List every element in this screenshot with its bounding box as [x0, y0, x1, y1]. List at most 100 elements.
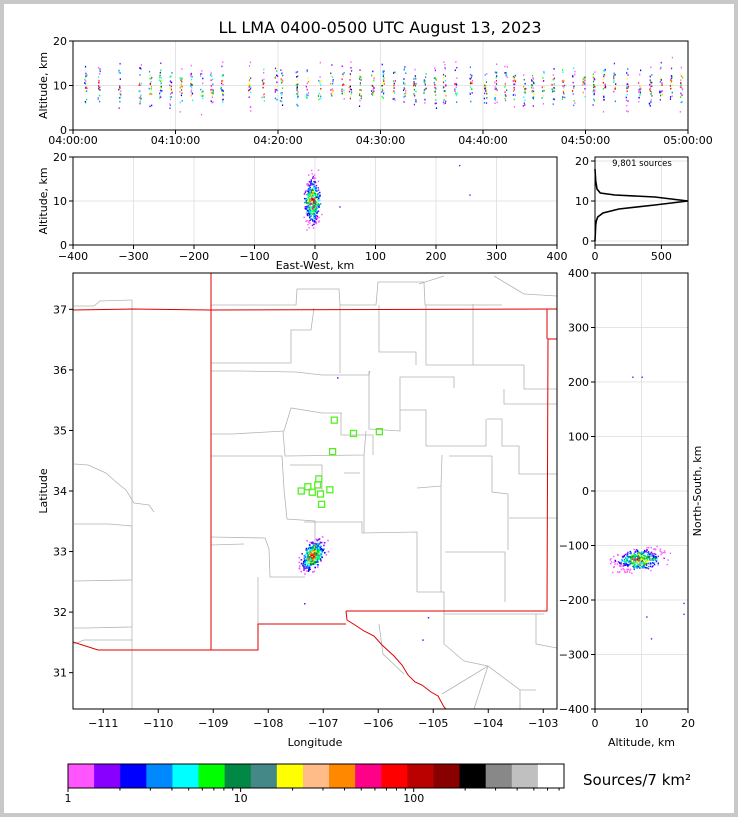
source-point — [297, 105, 299, 107]
source-point — [649, 562, 652, 564]
source-point — [312, 194, 315, 196]
source-point — [644, 555, 646, 558]
source-point — [552, 89, 554, 92]
source-point — [643, 567, 645, 569]
source-point — [650, 84, 652, 87]
source-point — [381, 88, 383, 91]
source-point — [444, 67, 447, 70]
colorbar-swatch — [381, 764, 408, 788]
source-point — [671, 84, 673, 86]
source-point — [348, 86, 350, 89]
source-point — [210, 100, 212, 103]
source-point — [310, 546, 313, 548]
source-point — [307, 567, 310, 570]
source-point — [413, 83, 416, 85]
source-point — [99, 100, 101, 103]
source-point — [660, 61, 662, 64]
source-point — [305, 212, 308, 214]
source-point — [634, 555, 636, 557]
source-point — [514, 94, 516, 97]
source-point — [160, 91, 162, 93]
source-point — [159, 97, 161, 99]
x-tick-label: −300 — [118, 250, 148, 263]
source-point — [494, 98, 496, 100]
source-point — [654, 559, 657, 561]
source-point — [306, 210, 309, 212]
source-point — [682, 76, 684, 79]
source-point — [313, 547, 315, 550]
source-point — [314, 200, 316, 202]
source-point — [524, 90, 526, 93]
source-point — [524, 82, 526, 85]
time-height-panel: 04:00:00 04:10:00 04:20:00 04:30:00 04:40:00… — [37, 35, 713, 147]
source-point — [562, 81, 564, 84]
source-point — [651, 559, 653, 562]
source-point — [169, 76, 171, 78]
source-point — [653, 548, 655, 550]
source-point — [309, 188, 311, 191]
source-point — [98, 85, 100, 88]
source-point — [308, 207, 310, 209]
source-point — [626, 83, 628, 86]
source-point — [643, 558, 645, 560]
source-point — [248, 96, 250, 99]
lma-station — [308, 488, 316, 496]
source-point — [190, 89, 193, 92]
source-point — [629, 569, 631, 571]
source-point — [619, 571, 621, 573]
source-point — [523, 91, 525, 94]
source-point — [349, 97, 351, 100]
source-point — [626, 554, 628, 557]
source-point — [640, 560, 643, 563]
source-point — [469, 82, 472, 85]
source-point — [149, 105, 151, 108]
source-point — [650, 66, 652, 69]
source-point — [640, 555, 642, 557]
source-point — [281, 79, 284, 82]
source-point — [312, 559, 315, 562]
source-point — [308, 207, 311, 210]
source-point — [638, 100, 640, 103]
source-point — [303, 567, 305, 570]
source-point — [655, 557, 657, 559]
source-point — [494, 81, 496, 84]
source-point — [311, 173, 313, 175]
source-point — [626, 557, 628, 559]
source-point — [319, 195, 321, 197]
source-point — [349, 93, 352, 95]
source-point — [307, 554, 309, 557]
colorbar-swatch — [172, 764, 200, 788]
source-point — [612, 555, 615, 558]
source-point — [455, 94, 458, 97]
source-point — [296, 71, 299, 73]
source-point — [639, 91, 641, 94]
source-point — [320, 95, 322, 98]
source-point — [653, 562, 655, 564]
source-point — [652, 557, 654, 559]
source-point — [382, 92, 385, 95]
source-point — [316, 559, 319, 561]
source-point — [310, 209, 313, 211]
source-point — [404, 83, 407, 86]
source-point — [332, 79, 334, 81]
source-point — [319, 194, 321, 196]
source-point — [381, 63, 383, 66]
source-point — [358, 94, 361, 97]
source-point — [373, 90, 375, 93]
source-point — [543, 72, 545, 74]
source-point — [332, 89, 334, 92]
source-point — [632, 376, 634, 378]
y-tick-label: 10 — [53, 80, 67, 93]
source-point — [371, 74, 373, 77]
source-point — [119, 78, 121, 80]
source-point — [350, 66, 352, 69]
source-point — [455, 61, 457, 63]
source-point — [562, 96, 564, 98]
source-point — [642, 561, 644, 563]
source-point — [296, 93, 299, 96]
source-point — [313, 174, 316, 176]
source-point — [383, 80, 385, 83]
lma-station — [328, 447, 337, 456]
source-point — [681, 88, 684, 90]
source-point — [313, 554, 316, 556]
